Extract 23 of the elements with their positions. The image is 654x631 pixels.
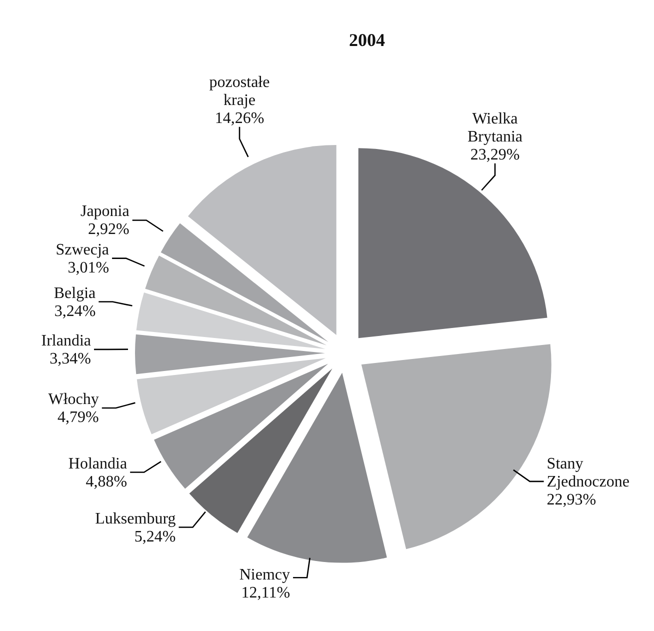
data-label: 2,92% (88, 221, 130, 238)
slice-label: Irlandia (41, 332, 92, 350)
slice-label: Szwecja (56, 241, 110, 258)
slice-label: Belgia (54, 284, 96, 302)
data-label: 3,01% (68, 259, 110, 276)
data-label: 14,26% (214, 110, 264, 127)
slice-label: Japonia (80, 203, 130, 220)
data-label: 4,88% (86, 473, 128, 490)
data-label: 3,24% (54, 302, 96, 320)
slice-label: Wielka Brytania (467, 110, 523, 146)
data-label: 4,79% (58, 408, 99, 426)
slice-label: Holandia (68, 455, 128, 472)
data-label: 3,34% (50, 350, 92, 368)
data-label: 5,24% (134, 528, 176, 546)
slice-label: pozostałe kraje (209, 74, 270, 109)
data-label: 22,93% (546, 491, 596, 508)
slice-label: Włochy (48, 390, 99, 408)
slice-label: Niemcy (239, 566, 290, 584)
slice-label: Luksemburg (95, 510, 176, 528)
data-label: 23,29% (470, 146, 520, 164)
slice-label: Stany Zjednoczone (546, 455, 630, 490)
chart-title: 2004 (349, 30, 385, 50)
data-label: 12,11% (241, 584, 290, 602)
